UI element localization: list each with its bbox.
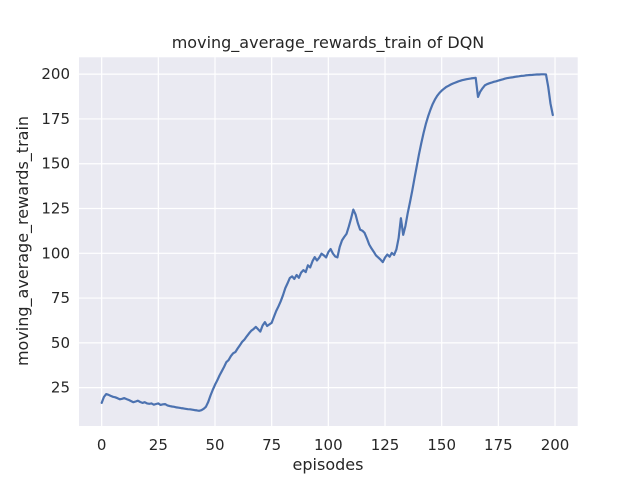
- y-tick-label: 25: [51, 379, 70, 397]
- x-tick-labels: 0 25 50 75 100 125 150 175 200: [97, 436, 569, 454]
- x-tick-label: 150: [427, 436, 456, 454]
- y-tick-label: 150: [41, 155, 70, 173]
- y-tick-label: 125: [41, 200, 70, 218]
- y-tick-label: 75: [51, 289, 70, 307]
- x-tick-label: 75: [262, 436, 281, 454]
- x-tick-label: 100: [314, 436, 343, 454]
- x-tick-label: 0: [97, 436, 107, 454]
- y-gridlines: [79, 73, 578, 389]
- x-tick-label: 200: [541, 436, 570, 454]
- chart-title: moving_average_rewards_train of DQN: [172, 33, 485, 53]
- series-line: [100, 73, 554, 412]
- x-tick-label: 25: [149, 436, 168, 454]
- y-tick-label: 50: [51, 334, 70, 352]
- y-tick-label: 200: [41, 65, 70, 83]
- y-axis-label: moving_average_rewards_train: [13, 116, 33, 366]
- y-tick-labels: 25 50 75 100 125 150 175 200: [41, 65, 70, 397]
- x-tick-label: 175: [484, 436, 513, 454]
- x-axis-label: episodes: [293, 455, 364, 474]
- y-tick-label: 100: [41, 244, 70, 262]
- y-tick-label: 175: [41, 110, 70, 128]
- x-tick-label: 50: [205, 436, 224, 454]
- x-tick-label: 125: [371, 436, 400, 454]
